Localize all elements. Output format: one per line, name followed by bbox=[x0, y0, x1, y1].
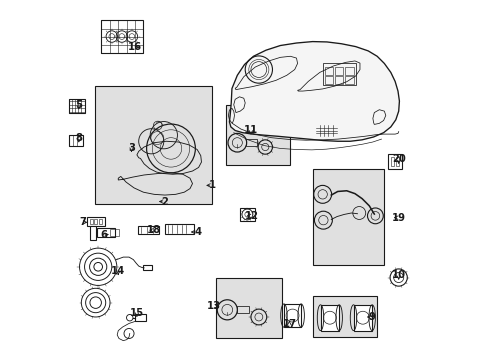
Bar bbox=[387, 154, 401, 168]
Bar bbox=[87, 217, 105, 226]
Bar bbox=[344, 67, 353, 75]
Bar bbox=[110, 229, 119, 236]
Text: 14: 14 bbox=[111, 266, 125, 276]
Bar bbox=[135, 314, 146, 321]
Bar bbox=[284, 304, 301, 327]
Bar bbox=[390, 157, 394, 166]
Bar bbox=[312, 296, 376, 337]
Bar bbox=[101, 21, 143, 53]
Bar bbox=[94, 219, 97, 225]
Bar bbox=[334, 67, 343, 75]
Bar bbox=[324, 76, 333, 84]
Polygon shape bbox=[229, 41, 399, 141]
Text: 15: 15 bbox=[130, 308, 143, 318]
Bar bbox=[225, 105, 289, 165]
Bar bbox=[323, 63, 356, 85]
Bar bbox=[69, 99, 84, 113]
Bar bbox=[143, 265, 152, 270]
Bar bbox=[334, 76, 343, 84]
Text: 19: 19 bbox=[391, 213, 405, 222]
Text: 17: 17 bbox=[282, 319, 296, 329]
Bar bbox=[89, 226, 96, 239]
Bar bbox=[94, 86, 212, 204]
Text: 12: 12 bbox=[244, 211, 258, 221]
Bar bbox=[344, 76, 353, 84]
Bar bbox=[353, 305, 371, 330]
Bar bbox=[320, 305, 339, 330]
Bar bbox=[395, 157, 399, 166]
Text: 7: 7 bbox=[79, 217, 86, 227]
Bar bbox=[236, 306, 249, 313]
Bar bbox=[97, 228, 115, 237]
Bar bbox=[89, 219, 93, 225]
Bar bbox=[164, 224, 194, 234]
Text: 20: 20 bbox=[391, 154, 405, 164]
Bar bbox=[69, 135, 83, 146]
Text: 9: 9 bbox=[367, 312, 374, 322]
Text: 6: 6 bbox=[100, 230, 107, 239]
Bar bbox=[240, 208, 254, 221]
Text: 3: 3 bbox=[128, 143, 135, 153]
Text: 13: 13 bbox=[206, 301, 221, 311]
Text: 1: 1 bbox=[208, 180, 215, 190]
Bar bbox=[138, 226, 159, 234]
Text: 11: 11 bbox=[244, 125, 258, 135]
Bar bbox=[245, 139, 257, 146]
Text: 5: 5 bbox=[75, 100, 82, 110]
Bar bbox=[215, 278, 282, 338]
Text: 4: 4 bbox=[194, 227, 201, 237]
Bar bbox=[312, 168, 384, 265]
Text: 10: 10 bbox=[391, 270, 405, 280]
Text: 2: 2 bbox=[161, 197, 168, 207]
Text: 8: 8 bbox=[75, 133, 82, 143]
Text: 16: 16 bbox=[127, 42, 141, 52]
Bar bbox=[99, 219, 102, 225]
Text: 18: 18 bbox=[147, 225, 161, 235]
Bar bbox=[324, 67, 333, 75]
